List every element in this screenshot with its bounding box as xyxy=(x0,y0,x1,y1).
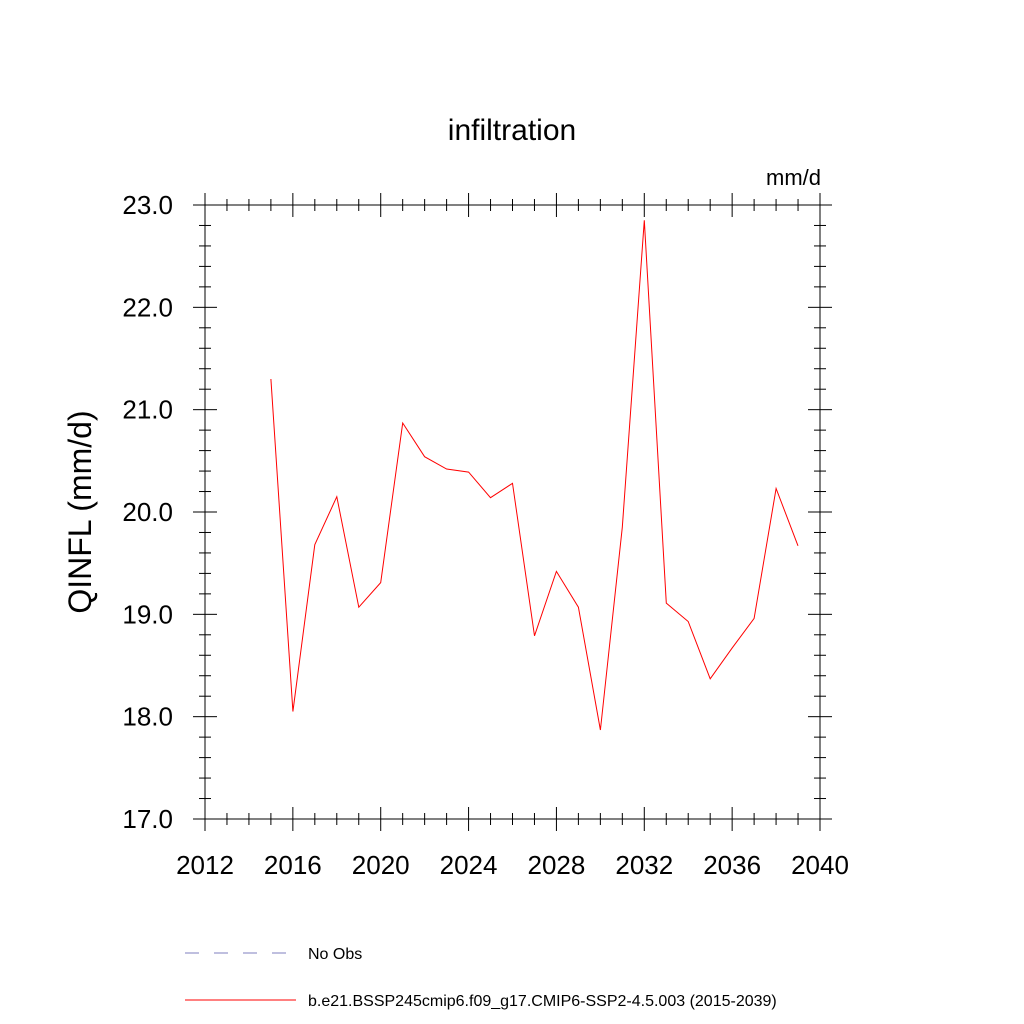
x-tick-label: 2040 xyxy=(791,850,849,880)
x-tick-label: 2032 xyxy=(615,850,673,880)
data-point xyxy=(643,219,646,222)
axis-ticks xyxy=(193,193,832,831)
y-tick-label: 19.0 xyxy=(122,599,173,629)
data-point xyxy=(357,606,360,609)
data-point xyxy=(379,581,382,584)
legend-label: No Obs xyxy=(308,946,362,963)
data-point xyxy=(269,377,272,380)
x-tick-label: 2016 xyxy=(264,850,322,880)
tick-labels: 2012 2016 2020 2024 2028 2032 2036 2040 17.0 18.0… xyxy=(122,190,849,880)
x-tick-label: 2020 xyxy=(352,850,410,880)
legend: No Obs b.e21.BSSP245cmip6.f09_g17.CMIP6-S… xyxy=(185,946,777,1010)
y-tick-label: 17.0 xyxy=(122,804,173,834)
data-point xyxy=(401,421,404,424)
data-point xyxy=(621,526,624,529)
data-point xyxy=(467,471,470,474)
y-axis-label: QINFL (mm/d) xyxy=(62,410,98,613)
data-point xyxy=(775,487,778,490)
y-tick-label: 21.0 xyxy=(122,395,173,425)
data-point xyxy=(555,570,558,573)
chart-title: infiltration xyxy=(448,114,576,147)
data-point xyxy=(335,495,338,498)
data-point xyxy=(665,602,668,605)
data-point xyxy=(797,544,800,547)
series-layer xyxy=(269,219,800,731)
data-point xyxy=(753,617,756,620)
data-point xyxy=(313,543,316,546)
data-point xyxy=(423,455,426,458)
x-tick-label: 2028 xyxy=(528,850,586,880)
data-point xyxy=(489,496,492,499)
x-tick-label: 2012 xyxy=(176,850,234,880)
data-point xyxy=(577,606,580,609)
data-point xyxy=(445,468,448,471)
units-label: mm/d xyxy=(766,165,821,190)
x-tick-label: 2024 xyxy=(440,850,498,880)
data-point xyxy=(291,710,294,713)
y-tick-label: 23.0 xyxy=(122,190,173,220)
data-point xyxy=(511,482,514,485)
data-point xyxy=(533,634,536,637)
y-tick-label: 20.0 xyxy=(122,497,173,527)
data-point xyxy=(709,677,712,680)
data-point xyxy=(731,647,734,650)
y-tick-label: 22.0 xyxy=(122,292,173,322)
data-point xyxy=(599,728,602,731)
plot-frame xyxy=(204,204,821,820)
data-point xyxy=(687,620,690,623)
x-tick-label: 2036 xyxy=(703,850,761,880)
series-line xyxy=(270,220,799,731)
y-tick-label: 18.0 xyxy=(122,702,173,732)
legend-label: b.e21.BSSP245cmip6.f09_g17.CMIP6-SSP2-4.… xyxy=(308,993,777,1010)
